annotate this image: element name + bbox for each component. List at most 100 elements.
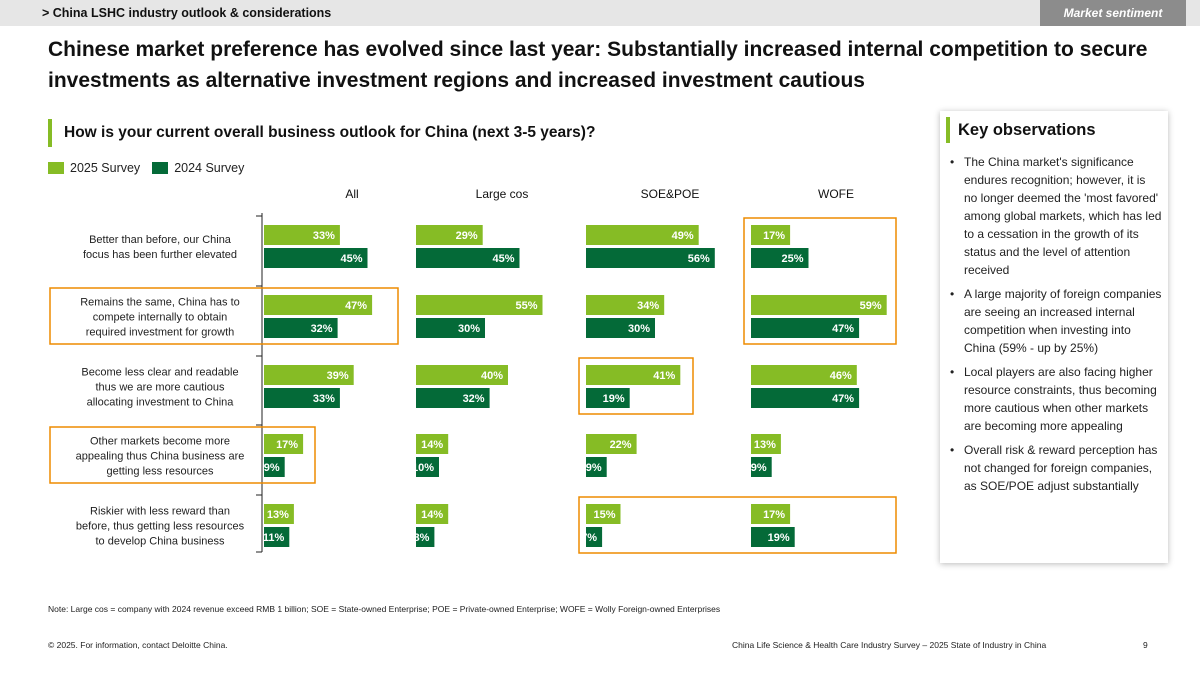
group-header-soepoe: SOE&POE xyxy=(641,187,700,201)
bar-2024 xyxy=(586,318,655,338)
bar-2024 xyxy=(751,527,795,547)
data-label: 30% xyxy=(458,323,480,335)
page-number: 9 xyxy=(1143,640,1148,650)
category-label: Become less clear and readable thus we ar… xyxy=(81,367,238,409)
bar-2025 xyxy=(416,365,508,385)
observations-list: The China market's significance endures … xyxy=(950,153,1162,501)
bar-2024 xyxy=(586,248,715,268)
bar-2024 xyxy=(416,527,435,547)
data-label: 47% xyxy=(832,323,854,335)
data-label: 10% xyxy=(412,462,434,474)
data-label: 30% xyxy=(628,323,650,335)
bar-2024 xyxy=(751,248,809,268)
bar-2025 xyxy=(264,504,294,524)
data-label: 8% xyxy=(413,532,429,544)
bar-2025 xyxy=(751,434,781,454)
data-label: 59% xyxy=(860,300,882,312)
chart-legend: 2025 Survey 2024 Survey xyxy=(48,161,256,175)
bar-2025 xyxy=(586,365,681,385)
data-label: 49% xyxy=(672,230,694,242)
observations-title: Key observations xyxy=(958,121,1096,139)
highlight-box xyxy=(49,426,316,484)
data-label: 15% xyxy=(593,509,615,521)
data-label: 25% xyxy=(781,253,803,265)
bar-2025 xyxy=(416,225,483,245)
bar-2024 xyxy=(264,248,368,268)
bar-2024 xyxy=(416,248,520,268)
highlight-box xyxy=(743,217,897,345)
highlight-box xyxy=(49,287,399,345)
data-label: 40% xyxy=(481,370,503,382)
highlight-box xyxy=(578,357,694,415)
data-label: 19% xyxy=(603,393,625,405)
data-label: 14% xyxy=(421,439,443,451)
bar-2024 xyxy=(751,318,860,338)
data-label: 47% xyxy=(832,393,854,405)
section-tag: Market sentiment xyxy=(1040,0,1186,26)
bar-2024 xyxy=(751,388,860,408)
chart-question: How is your current overall business out… xyxy=(64,124,596,141)
bar-2025 xyxy=(586,295,665,315)
data-label: 17% xyxy=(276,439,298,451)
question-accent xyxy=(48,119,52,147)
bar-2025 xyxy=(264,295,373,315)
data-label: 56% xyxy=(688,253,710,265)
bar-2024 xyxy=(751,457,772,477)
bar-2025 xyxy=(751,365,857,385)
top-bar: > China LSHC industry outlook & consider… xyxy=(0,0,1200,26)
data-label: 33% xyxy=(313,393,335,405)
bar-2025 xyxy=(751,225,791,245)
bar-2024 xyxy=(264,318,338,338)
highlight-box xyxy=(578,496,897,554)
group-header-largecos: Large cos xyxy=(476,187,529,201)
bar-2025 xyxy=(416,295,543,315)
legend-item-2025: 2025 Survey xyxy=(48,161,140,175)
bar-2025 xyxy=(586,225,699,245)
footnote: Note: Large cos = company with 2024 reve… xyxy=(48,604,721,614)
legend-item-2024: 2024 Survey xyxy=(152,161,244,175)
bar-2025 xyxy=(416,434,449,454)
bar-2024 xyxy=(264,457,285,477)
data-label: 34% xyxy=(637,300,659,312)
data-label: 17% xyxy=(763,509,785,521)
data-label: 19% xyxy=(768,532,790,544)
bar-2025 xyxy=(751,504,791,524)
data-label: 17% xyxy=(763,230,785,242)
data-label: 33% xyxy=(313,230,335,242)
observation-item: A large majority of foreign companies ar… xyxy=(950,285,1162,357)
data-label: 47% xyxy=(345,300,367,312)
bar-2025 xyxy=(416,504,449,524)
category-label: Better than before, our China focus has b… xyxy=(83,234,237,261)
legend-label-2024: 2024 Survey xyxy=(174,161,245,175)
data-label: 11% xyxy=(263,532,285,544)
data-label: 32% xyxy=(311,323,333,335)
observation-item: Local players are also facing higher res… xyxy=(950,363,1162,435)
category-label: Other markets become more appealing thus … xyxy=(76,436,245,478)
data-label: 45% xyxy=(492,253,514,265)
data-label: 14% xyxy=(421,509,443,521)
group-header-all: All xyxy=(345,187,358,201)
bar-2025 xyxy=(264,434,304,454)
bar-chart: All Large cos SOE&POE WOFE Better than befor… xyxy=(49,187,897,554)
data-label: 55% xyxy=(515,300,537,312)
copyright: © 2025. For information, contact Deloitt… xyxy=(48,640,228,650)
observations-accent xyxy=(946,117,950,143)
bar-2024 xyxy=(416,457,439,477)
observation-item: The China market's significance endures … xyxy=(950,153,1162,279)
observation-item: Overall risk & reward perception has not… xyxy=(950,441,1162,495)
bar-2025 xyxy=(264,365,354,385)
bar-2024 xyxy=(264,527,290,547)
data-label: 13% xyxy=(267,509,289,521)
data-label: 9% xyxy=(751,462,767,474)
bar-2025 xyxy=(586,504,621,524)
source-title: China Life Science & Health Care Industr… xyxy=(732,640,1047,650)
data-label: 9% xyxy=(264,462,280,474)
data-label: 39% xyxy=(327,370,349,382)
bar-2025 xyxy=(264,225,340,245)
bar-2024 xyxy=(416,318,485,338)
page-title: Chinese market preference has evolved si… xyxy=(48,38,1148,92)
legend-swatch-2025 xyxy=(48,162,64,174)
data-label: 9% xyxy=(586,462,602,474)
data-label: 13% xyxy=(754,439,776,451)
key-observations-panel: Key observations The China market's sign… xyxy=(940,111,1168,563)
